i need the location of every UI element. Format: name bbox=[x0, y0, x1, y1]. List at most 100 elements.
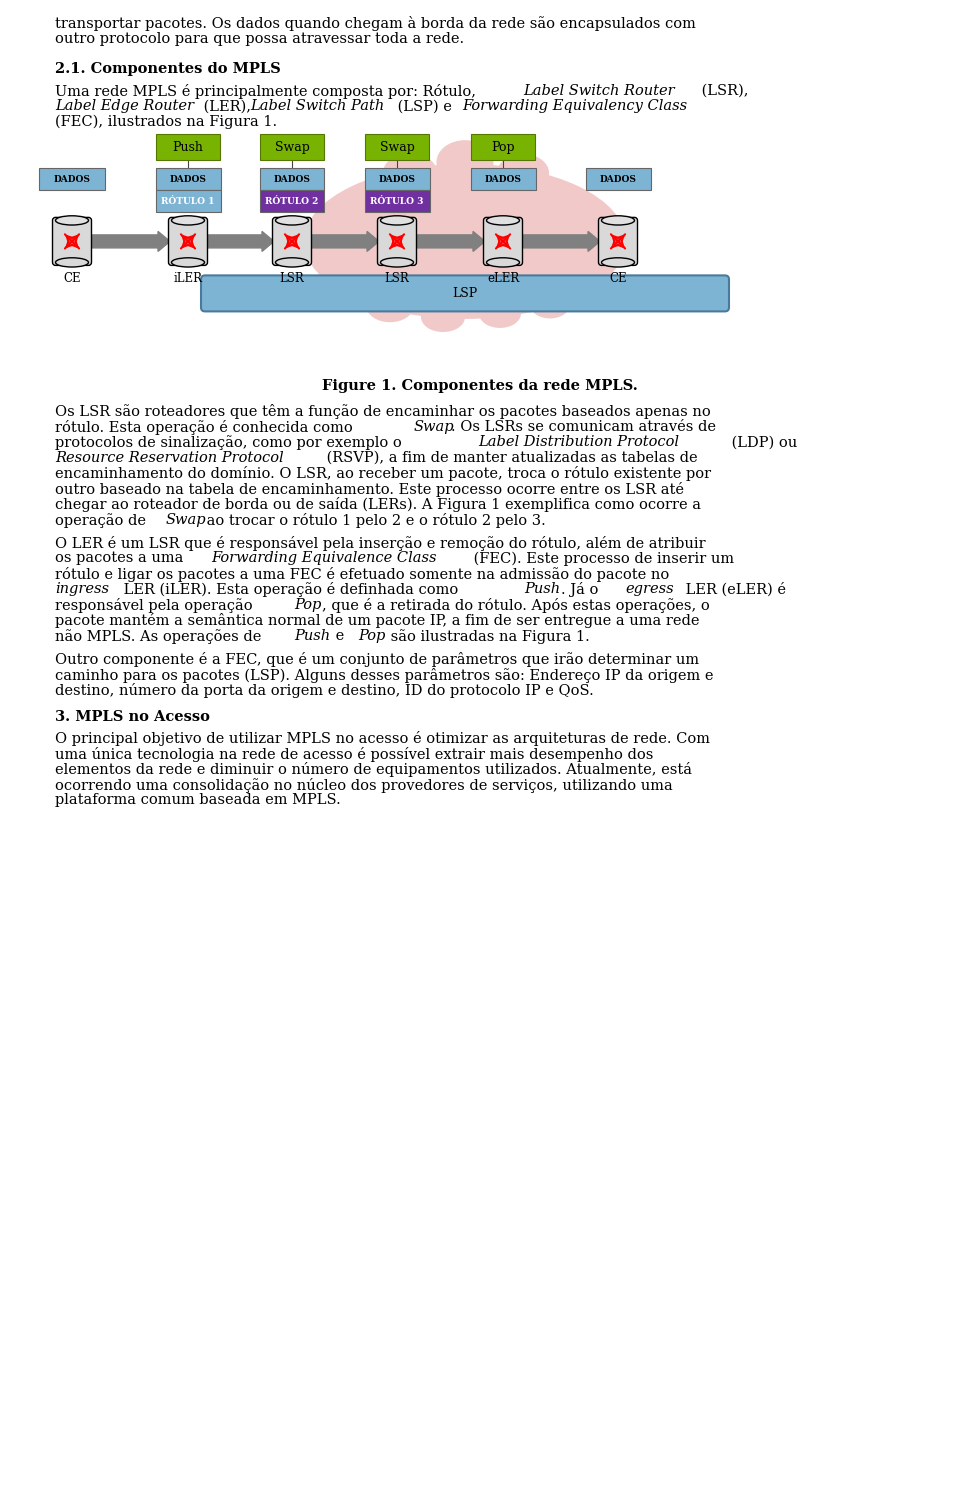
Ellipse shape bbox=[276, 216, 308, 225]
Text: O principal objetivo de utilizar MPLS no acesso é otimizar as arquiteturas de re: O principal objetivo de utilizar MPLS no… bbox=[55, 731, 710, 746]
Ellipse shape bbox=[487, 258, 519, 267]
Text: DADOS: DADOS bbox=[54, 176, 90, 185]
Text: encaminhamento do domínio. O LSR, ao receber um pacote, troca o rótulo existente: encaminhamento do domínio. O LSR, ao rec… bbox=[55, 467, 711, 482]
Text: Swap: Swap bbox=[414, 420, 454, 434]
FancyBboxPatch shape bbox=[39, 168, 105, 191]
Text: Push: Push bbox=[173, 141, 204, 155]
Ellipse shape bbox=[56, 258, 88, 267]
FancyArrow shape bbox=[415, 231, 485, 251]
Text: LER (eLER) é: LER (eLER) é bbox=[681, 582, 785, 597]
Text: LER (iLER). Esta operação é definhada como: LER (iLER). Esta operação é definhada co… bbox=[119, 582, 464, 597]
FancyBboxPatch shape bbox=[201, 275, 729, 311]
Text: (LSP) e: (LSP) e bbox=[393, 99, 457, 113]
Text: (RSVP), a fim de manter atualizadas as tabelas de: (RSVP), a fim de manter atualizadas as t… bbox=[322, 450, 697, 465]
FancyBboxPatch shape bbox=[365, 168, 429, 191]
Text: . Já o: . Já o bbox=[561, 582, 603, 597]
FancyBboxPatch shape bbox=[470, 168, 536, 191]
Ellipse shape bbox=[438, 141, 492, 183]
Text: Label Switch Path: Label Switch Path bbox=[250, 99, 384, 113]
Ellipse shape bbox=[172, 216, 204, 225]
Text: Figure 1. Componentes da rede MPLS.: Figure 1. Componentes da rede MPLS. bbox=[323, 380, 637, 393]
Ellipse shape bbox=[56, 216, 88, 225]
FancyBboxPatch shape bbox=[598, 218, 637, 266]
Text: LSP: LSP bbox=[452, 287, 478, 300]
Text: LSR: LSR bbox=[385, 272, 409, 285]
Text: operação de: operação de bbox=[55, 513, 151, 527]
Text: DADOS: DADOS bbox=[485, 176, 521, 185]
Text: LSR: LSR bbox=[279, 272, 304, 285]
FancyBboxPatch shape bbox=[471, 135, 535, 161]
Ellipse shape bbox=[380, 258, 414, 267]
Text: plataforma comum baseada em MPLS.: plataforma comum baseada em MPLS. bbox=[55, 793, 341, 808]
Text: responsável pela operação: responsável pela operação bbox=[55, 597, 257, 612]
Ellipse shape bbox=[531, 291, 569, 317]
Ellipse shape bbox=[305, 165, 625, 318]
FancyBboxPatch shape bbox=[169, 218, 207, 266]
FancyArrow shape bbox=[90, 231, 170, 251]
Text: não MPLS. As operações de: não MPLS. As operações de bbox=[55, 629, 266, 644]
Ellipse shape bbox=[480, 300, 520, 327]
Text: transportar pacotes. Os dados quando chegam à borda da rede são encapsulados com: transportar pacotes. Os dados quando che… bbox=[55, 17, 696, 32]
Text: ingress: ingress bbox=[55, 582, 109, 596]
Ellipse shape bbox=[368, 291, 413, 321]
Text: outro protocolo para que possa atravessar toda a rede.: outro protocolo para que possa atravessa… bbox=[55, 32, 464, 45]
Text: egress: egress bbox=[625, 582, 674, 596]
FancyBboxPatch shape bbox=[365, 135, 429, 161]
Text: Label Switch Router: Label Switch Router bbox=[523, 84, 675, 98]
FancyArrow shape bbox=[206, 231, 274, 251]
FancyBboxPatch shape bbox=[586, 168, 651, 191]
Text: RÓTULO 2: RÓTULO 2 bbox=[265, 197, 319, 206]
Text: (LDP) ou: (LDP) ou bbox=[727, 435, 797, 449]
Text: RÓTULO 3: RÓTULO 3 bbox=[371, 197, 423, 206]
Text: Resource Reservation Protocol: Resource Reservation Protocol bbox=[55, 450, 283, 465]
Text: são ilustradas na Figura 1.: são ilustradas na Figura 1. bbox=[386, 629, 590, 644]
Text: CE: CE bbox=[63, 272, 81, 285]
FancyBboxPatch shape bbox=[260, 135, 324, 161]
Text: . Os LSRs se comunicam através de: . Os LSRs se comunicam através de bbox=[450, 420, 715, 434]
Text: Push: Push bbox=[294, 629, 330, 642]
Text: Pop: Pop bbox=[492, 141, 515, 155]
Text: DADOS: DADOS bbox=[600, 176, 636, 185]
FancyBboxPatch shape bbox=[273, 218, 311, 266]
Text: Swap: Swap bbox=[379, 141, 415, 155]
FancyBboxPatch shape bbox=[259, 168, 324, 191]
FancyArrow shape bbox=[310, 231, 379, 251]
Text: Label Distribution Protocol: Label Distribution Protocol bbox=[478, 435, 680, 449]
Text: protocolos de sinalização, como por exemplo o: protocolos de sinalização, como por exem… bbox=[55, 435, 406, 450]
Text: CE: CE bbox=[610, 272, 627, 285]
Text: DADOS: DADOS bbox=[378, 176, 416, 185]
Text: destino, número da porta da origem e destino, ID do protocolo IP e QoS.: destino, número da porta da origem e des… bbox=[55, 683, 593, 698]
FancyArrow shape bbox=[521, 231, 600, 251]
Text: DADOS: DADOS bbox=[274, 176, 310, 185]
Text: Pop: Pop bbox=[294, 597, 322, 612]
Text: Uma rede MPLS é principalmente composta por: Rótulo,: Uma rede MPLS é principalmente composta … bbox=[55, 84, 481, 99]
Text: , que é a retirada do rótulo. Após estas operações, o: , que é a retirada do rótulo. Após estas… bbox=[322, 597, 709, 612]
Text: elementos da rede e diminuir o número de equipamentos utilizados. Atualmente, es: elementos da rede e diminuir o número de… bbox=[55, 763, 692, 778]
Ellipse shape bbox=[602, 216, 635, 225]
FancyBboxPatch shape bbox=[156, 135, 220, 161]
Text: (LER),: (LER), bbox=[199, 99, 255, 113]
Text: (FEC). Este processo de inserir um: (FEC). Este processo de inserir um bbox=[469, 551, 734, 566]
Text: rótulo. Esta operação é conhecida como: rótulo. Esta operação é conhecida como bbox=[55, 420, 357, 435]
FancyBboxPatch shape bbox=[484, 218, 522, 266]
Text: Swap: Swap bbox=[165, 513, 206, 527]
Text: O LER é um LSR que é responsável pela inserção e remoção do rótulo, além de atri: O LER é um LSR que é responsável pela in… bbox=[55, 536, 706, 551]
Text: ocorrendo uma consolidação no núcleo dos provedores de serviços, utilizando uma: ocorrendo uma consolidação no núcleo dos… bbox=[55, 778, 673, 793]
FancyBboxPatch shape bbox=[365, 191, 429, 213]
Text: e: e bbox=[331, 629, 348, 642]
Text: Pop: Pop bbox=[359, 629, 386, 642]
Ellipse shape bbox=[487, 216, 519, 225]
Ellipse shape bbox=[498, 155, 548, 191]
Text: uma única tecnologia na rede de acesso é possível extrair mais desempenho dos: uma única tecnologia na rede de acesso é… bbox=[55, 747, 654, 761]
Text: iLER: iLER bbox=[174, 272, 203, 285]
Text: Label Edge Router: Label Edge Router bbox=[55, 99, 194, 113]
FancyBboxPatch shape bbox=[156, 168, 221, 191]
Text: (FEC), ilustrados na Figura 1.: (FEC), ilustrados na Figura 1. bbox=[55, 114, 277, 129]
Ellipse shape bbox=[602, 258, 635, 267]
Text: Forwarding Equivalence Class: Forwarding Equivalence Class bbox=[211, 551, 437, 566]
Text: pacote mantém a semântica normal de um pacote IP, a fim de ser entregue a uma re: pacote mantém a semântica normal de um p… bbox=[55, 614, 700, 629]
Text: DADOS: DADOS bbox=[170, 176, 206, 185]
Text: RÓTULO 1: RÓTULO 1 bbox=[161, 197, 215, 206]
Ellipse shape bbox=[380, 216, 414, 225]
FancyBboxPatch shape bbox=[156, 191, 221, 213]
